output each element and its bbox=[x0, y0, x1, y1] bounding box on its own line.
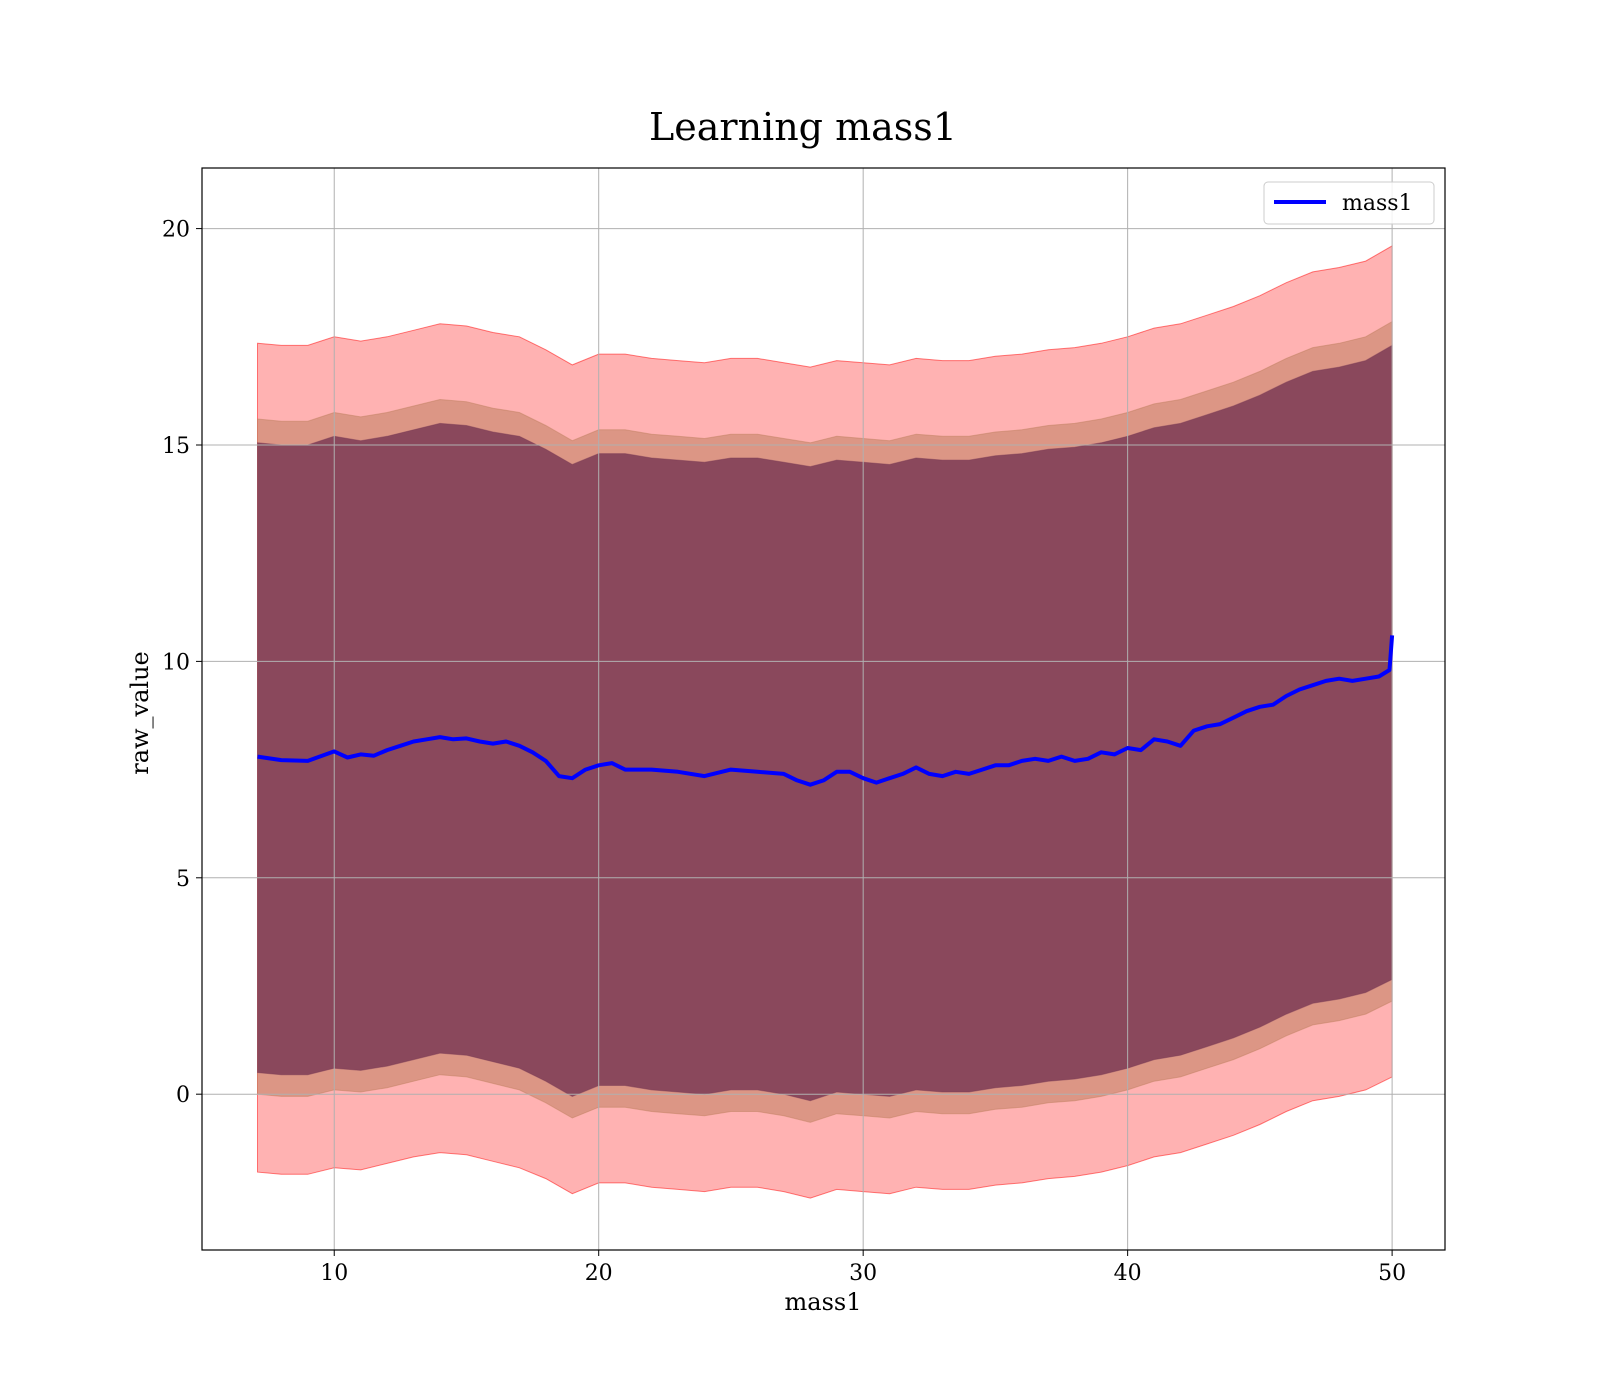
x-tick-label: 30 bbox=[849, 1261, 877, 1286]
legend: mass1 bbox=[1263, 181, 1435, 225]
plot-frame bbox=[201, 167, 1446, 1251]
y-tick-label: 0 bbox=[176, 1083, 190, 1108]
y-tick-label: 5 bbox=[176, 867, 190, 892]
x-tick-label: 10 bbox=[320, 1261, 348, 1286]
legend-box bbox=[1263, 181, 1435, 225]
chart-title: Learning mass1 bbox=[649, 105, 957, 149]
legend-label-mass1: mass1 bbox=[1342, 191, 1413, 216]
x-axis-ticks: 10 20 30 40 50 bbox=[320, 1250, 1406, 1286]
plot-area bbox=[201, 167, 1446, 1251]
x-tick-label: 50 bbox=[1378, 1261, 1406, 1286]
y-tick-label: 15 bbox=[162, 434, 190, 459]
x-tick-label: 20 bbox=[585, 1261, 613, 1286]
confidence-bands bbox=[257, 245, 1393, 1199]
grid-lines bbox=[202, 168, 1445, 1250]
series-line-mass1 bbox=[257, 635, 1395, 787]
y-tick-label: 10 bbox=[162, 650, 190, 675]
y-axis-ticks: 0 5 10 15 20 bbox=[162, 218, 202, 1108]
y-axis-label: raw_value bbox=[126, 651, 154, 775]
y-tick-label: 20 bbox=[162, 218, 190, 243]
x-tick-label: 40 bbox=[1114, 1261, 1142, 1286]
series-lines bbox=[257, 635, 1395, 787]
x-axis-label: mass1 bbox=[785, 1288, 862, 1316]
